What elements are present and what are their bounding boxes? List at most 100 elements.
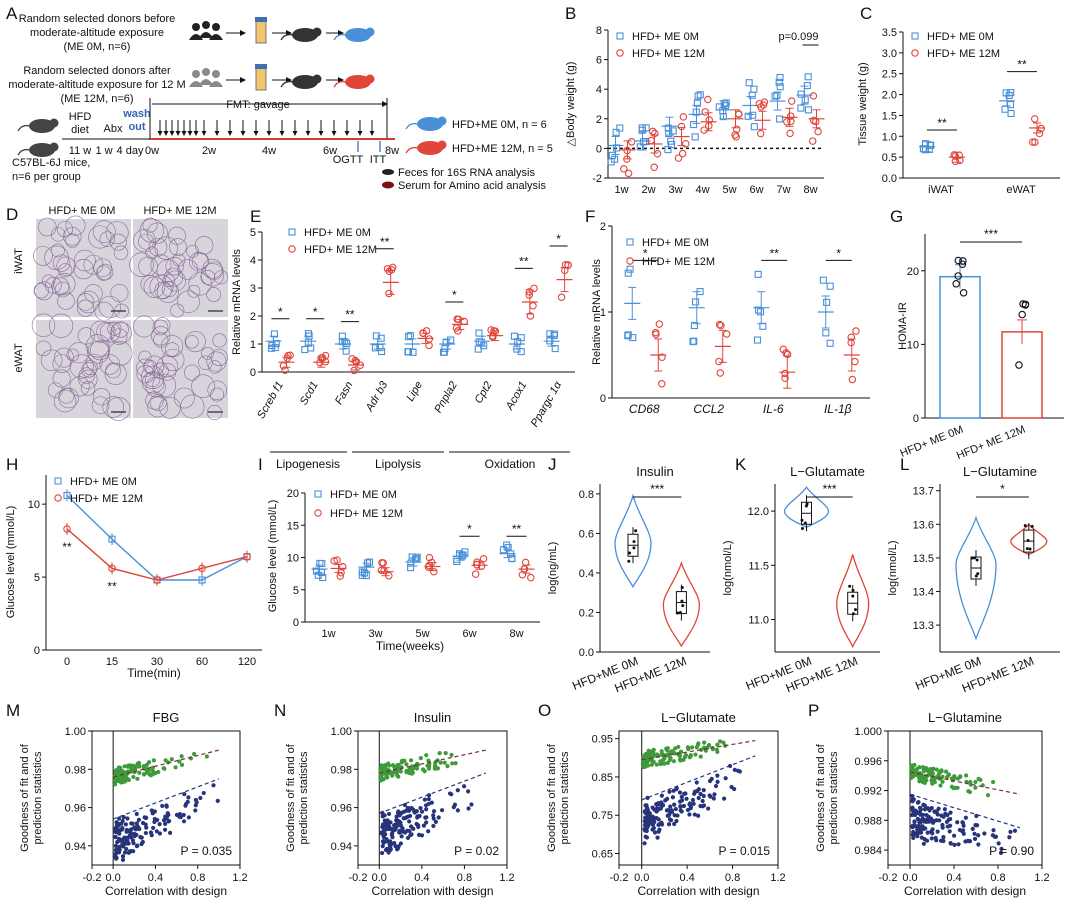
panel-label-g: G [890, 207, 903, 226]
data-point [399, 810, 404, 815]
series-line [66, 494, 248, 581]
data-point-square [804, 73, 812, 81]
x-tick-label: Cpt2 [473, 380, 495, 406]
data-point [396, 774, 401, 779]
data-point [656, 817, 661, 822]
y-axis-label: Goodness of fit and of [546, 743, 558, 852]
data-point [800, 518, 804, 522]
data-point [667, 789, 672, 794]
data-point [963, 839, 968, 844]
data-point [414, 809, 419, 814]
data-point [113, 778, 118, 783]
a-text: C57BL-6J mice, [12, 157, 90, 169]
data-point [920, 824, 925, 829]
data-point-square [314, 571, 322, 579]
data-point-circle [756, 129, 765, 138]
data-point [654, 762, 659, 767]
data-point [379, 763, 384, 768]
data-point-square [750, 123, 758, 131]
bar [939, 275, 981, 419]
data-point-square [612, 128, 620, 136]
histology-image [133, 219, 228, 317]
data-point [930, 827, 935, 832]
y-tick-label: 10 [287, 553, 299, 565]
data-point [975, 558, 979, 562]
data-point-square [377, 334, 385, 342]
x-tick-label: 0.8 [725, 872, 740, 884]
data-point [678, 758, 683, 763]
y-tick-label: 1.00 [65, 726, 86, 738]
sig-label: ** [770, 246, 780, 260]
a-text: HFD+ME 0M, n = 6 [452, 119, 547, 131]
data-point-circle [731, 131, 739, 139]
data-point-square [442, 339, 450, 347]
data-point-circle [54, 494, 62, 502]
data-point [398, 823, 404, 828]
y-tick-label: 0.0 [579, 647, 594, 659]
y-axis-label: prediction statistics [559, 751, 571, 844]
data-point [131, 763, 137, 769]
data-point [122, 764, 127, 769]
data-point-circle [620, 165, 628, 173]
gavage-arrow-head [279, 131, 285, 136]
data-point [389, 827, 395, 832]
group-label: Lipogenesis [276, 457, 340, 471]
y-tick-label: 0.6 [579, 528, 594, 540]
data-point [940, 779, 945, 784]
p-value: P = 0.035 [181, 844, 233, 858]
legend-label: HFD+ ME 0M [632, 31, 699, 43]
y-tick-label: 0.2 [579, 607, 594, 619]
x-tick-label: IL-6 [763, 402, 784, 416]
x-tick-label: 4w [695, 184, 709, 196]
data-point [991, 828, 996, 833]
y-tick-label: 4 [250, 255, 256, 267]
data-point [707, 793, 712, 798]
data-point [955, 820, 960, 825]
data-point [976, 833, 981, 838]
data-point-square [1007, 109, 1015, 118]
data-point-circle [655, 320, 664, 328]
panel-label-i: I [258, 455, 263, 474]
a-text: (ME 12M, n=6) [60, 93, 133, 105]
data-point-circle [330, 557, 338, 565]
data-point-circle [701, 108, 709, 116]
data-point-circle [471, 570, 480, 578]
data-point [851, 612, 855, 616]
x-tick-label: -0.2 [879, 872, 898, 884]
data-point-square [319, 573, 327, 582]
data-point [380, 830, 385, 835]
a-text: 4w [262, 145, 276, 157]
data-point-square [638, 124, 646, 132]
data-point [665, 796, 670, 801]
legend-label: HFD+ ME 12M [642, 256, 715, 268]
data-point-square [721, 102, 729, 110]
y-tick-label: 12.0 [748, 506, 769, 518]
y-axis-label: prediction statistics [32, 751, 44, 844]
data-point [395, 846, 400, 851]
p-value: P = 0.90 [989, 844, 1034, 858]
data-point [151, 758, 156, 763]
data-point [918, 812, 923, 817]
data-point [1023, 524, 1027, 528]
data-point-circle [848, 375, 857, 384]
data-point [115, 840, 120, 845]
data-point [701, 793, 706, 799]
data-point [455, 808, 461, 813]
data-point [1028, 547, 1032, 551]
data-point-circle [1018, 310, 1026, 319]
data-point [681, 604, 685, 608]
data-point-square [748, 91, 756, 99]
x-tick-label: Ppargc 1α [529, 379, 565, 429]
data-point [123, 822, 129, 827]
data-point-circle [809, 116, 818, 125]
y-tick-label: 0.5 [882, 152, 897, 164]
data-point [949, 784, 955, 789]
data-point [805, 502, 809, 506]
data-point [696, 813, 701, 818]
gavage-arrow-head [266, 131, 272, 136]
a-text: OGTT [333, 154, 364, 166]
data-point [147, 767, 152, 772]
y-tick-label: 0.98 [331, 764, 352, 776]
y-tick-label: 10 [907, 339, 919, 351]
x-tick-label: -0.2 [610, 872, 629, 884]
